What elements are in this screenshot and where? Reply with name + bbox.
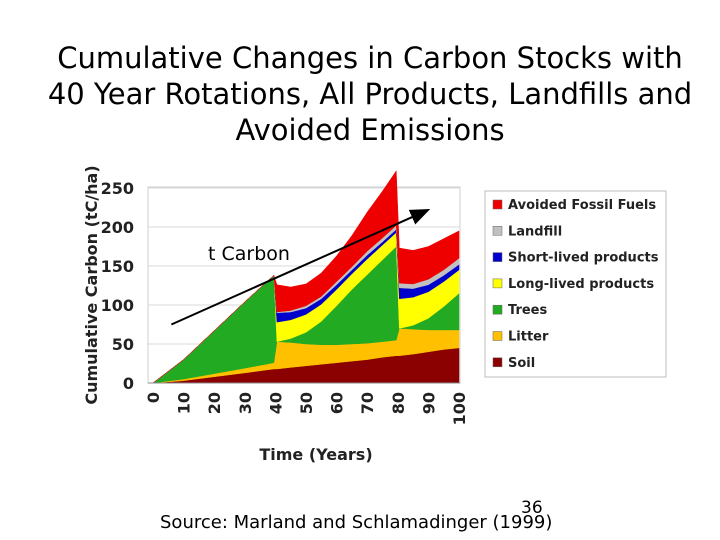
x-tick-0: 0 — [144, 392, 163, 403]
x-tick-labels: 0 10 20 30 40 50 60 70 80 90 100 — [144, 392, 469, 425]
x-tick-20: 20 — [205, 392, 224, 414]
legend-label-short-lived-products: Short-lived products — [508, 251, 659, 266]
y-tick-labels: 0 50 100 150 200 250 — [101, 179, 134, 393]
source-citation: Source: Marland and Schlamadinger (1999) — [160, 512, 553, 533]
legend-swatch-landfill — [492, 226, 503, 236]
legend-swatch-long-lived-products — [492, 278, 503, 289]
x-tick-80: 80 — [389, 392, 408, 414]
x-tick-40: 40 — [266, 392, 285, 414]
legend-swatch-trees — [492, 304, 503, 315]
legend-box — [484, 190, 667, 378]
title-line-1: Cumulative Changes in Carbon Stocks with — [57, 41, 683, 75]
y-tick-100: 100 — [101, 296, 134, 315]
area-series — [152, 170, 460, 384]
x-axis-title: Time (Years) — [259, 445, 372, 464]
x-tick-60: 60 — [328, 392, 347, 414]
area-avoided-fossil-fuels — [152, 170, 460, 384]
y-tick-50: 50 — [112, 335, 134, 354]
legend-label-avoided-fossil-fuels: Avoided Fossil Fuels — [508, 198, 656, 213]
legend-label-soil: Soil — [508, 356, 535, 371]
x-tick-30: 30 — [236, 392, 255, 414]
legend-label-landfill: Landfill — [508, 224, 562, 239]
x-tick-70: 70 — [358, 392, 377, 414]
x-tick-100: 100 — [450, 392, 469, 425]
y-axis-title: Cumulative Carbon (tC/ha) — [82, 165, 101, 404]
slide-number: 36 — [521, 498, 543, 518]
legend-label-long-lived-products: Long-lived products — [508, 277, 654, 292]
y-tick-250: 250 — [101, 179, 134, 198]
y-tick-0: 0 — [123, 374, 134, 393]
legend: Avoided Fossil Fuels Landfill Short-lived … — [492, 198, 659, 371]
x-tick-50: 50 — [297, 392, 316, 414]
y-tick-200: 200 — [101, 218, 134, 237]
legend-label-trees: Trees — [508, 303, 547, 318]
title-line-2: 40 Year Rotations, All Products, Landfil… — [47, 77, 693, 111]
legend-swatch-litter — [492, 331, 503, 341]
legend-swatch-avoided-fossil-fuels — [492, 199, 503, 210]
annotation-t-carbon: t Carbon — [208, 243, 290, 265]
legend-swatch-short-lived-products — [492, 252, 503, 262]
legend-swatch-soil — [492, 357, 503, 368]
y-tick-150: 150 — [101, 257, 134, 276]
x-tick-90: 90 — [419, 392, 438, 414]
trend-arrow — [170, 208, 431, 326]
x-tick-10: 10 — [175, 392, 194, 414]
title-line-3: Avoided Emissions — [235, 113, 505, 147]
legend-label-litter: Litter — [508, 330, 549, 345]
slide-title: Cumulative Changes in Carbon Stocks with… — [40, 40, 700, 148]
